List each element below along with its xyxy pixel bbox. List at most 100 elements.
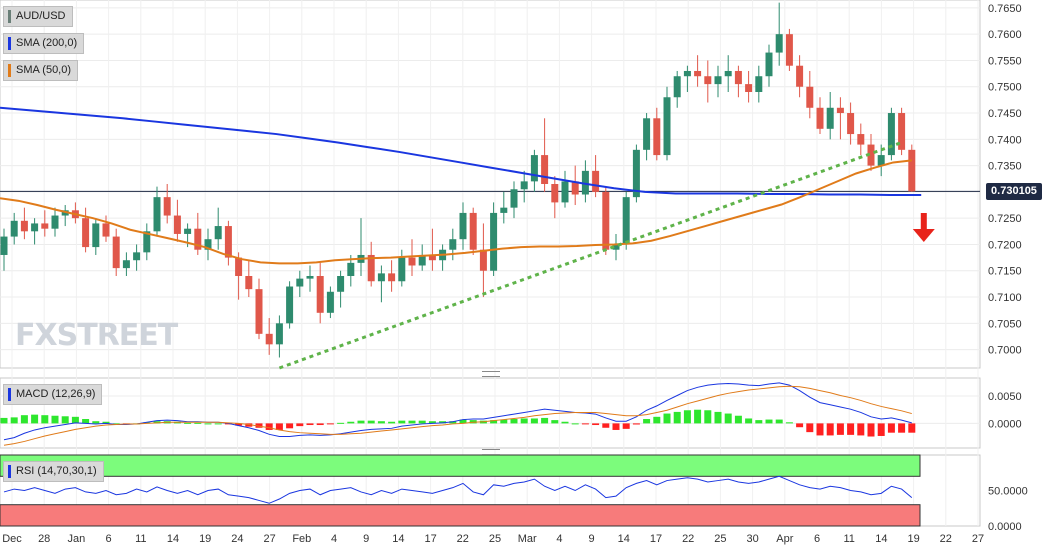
candle-body — [163, 197, 171, 216]
price-tick-label: 0.7050 — [988, 318, 1022, 330]
candle-body — [571, 181, 579, 195]
rsi-swatch — [8, 464, 11, 478]
candle-body — [428, 254, 436, 261]
candle-body — [122, 260, 130, 269]
candle-body — [286, 286, 294, 324]
time-tick-label: 25 — [489, 533, 501, 545]
candle-body — [898, 113, 906, 150]
macd-histogram-bar — [520, 418, 528, 424]
candle-body — [755, 76, 763, 92]
macd-histogram-bar — [31, 414, 39, 424]
legend-sma50[interactable]: SMA (50,0) — [3, 60, 79, 81]
time-tick-label: 6 — [814, 533, 820, 545]
legend-sma200[interactable]: SMA (200,0) — [3, 33, 85, 54]
candle-body — [734, 70, 742, 85]
macd-histogram-bar — [82, 419, 90, 424]
candle-body — [194, 228, 202, 250]
macd-histogram-bar — [10, 417, 18, 424]
candle-body — [112, 236, 120, 269]
candle-body — [235, 257, 243, 276]
candle-body — [653, 118, 661, 156]
candle-body — [643, 118, 651, 150]
macd-histogram-bar — [71, 416, 79, 424]
macd-histogram-bar — [755, 420, 763, 424]
legend-macd[interactable]: MACD (12,26,9) — [3, 384, 103, 405]
time-tick-label: 9 — [363, 533, 369, 545]
candle-body — [296, 278, 304, 287]
candle-body — [214, 226, 222, 240]
time-tick-label: 11 — [135, 533, 146, 545]
candle-body — [0, 236, 8, 255]
macd-histogram-bar — [347, 421, 355, 424]
candle-body — [479, 249, 487, 271]
macd-histogram-bar — [153, 421, 161, 424]
legend-rsi[interactable]: RSI (14,70,30,1) — [3, 461, 104, 482]
time-tick-label: 22 — [940, 533, 952, 545]
legend-symbol[interactable]: AUD/USD — [3, 6, 73, 27]
pane-frame-price — [0, 0, 981, 369]
macd-histogram-bar — [898, 423, 906, 433]
time-tick-label: 11 — [843, 533, 854, 545]
time-tick-label: 22 — [682, 533, 694, 545]
price-tick-label: 0.7350 — [988, 161, 1022, 173]
time-tick-label: 17 — [650, 533, 662, 545]
time-tick-label: Dec — [2, 533, 22, 545]
time-tick-label: 19 — [199, 533, 211, 545]
candle-body — [326, 291, 334, 313]
candle-body — [602, 191, 610, 250]
macd-histogram-bar — [663, 413, 671, 424]
macd-histogram-bar — [826, 423, 834, 436]
price-tick-label: 0.7000 — [988, 345, 1022, 357]
time-tick-label: 6 — [106, 533, 112, 545]
fxstreet-logo: FXSTREET — [15, 318, 178, 353]
pane-resize-handle-rsi[interactable] — [482, 449, 500, 455]
candle-body — [836, 107, 844, 114]
macd-histogram-bar — [459, 419, 467, 424]
macd-signal-line — [3, 385, 912, 446]
macd-histogram-bar — [867, 423, 875, 437]
macd-histogram-bar — [61, 416, 69, 424]
macd-histogram-bar — [836, 423, 844, 435]
time-tick-label: 14 — [875, 533, 887, 545]
macd-histogram-bar — [602, 423, 610, 428]
time-tick-label: 25 — [714, 533, 726, 545]
legend-macd-label: MACD (12,26,9) — [16, 388, 96, 400]
time-tick-label: 19 — [907, 533, 919, 545]
time-tick-label: Jan — [68, 533, 86, 545]
macd-line — [3, 382, 912, 441]
candle-body — [265, 333, 273, 345]
candle-body — [510, 189, 518, 208]
macd-histogram-bar — [41, 415, 49, 424]
macd-histogram-bar — [622, 423, 630, 429]
bearish-arrow-head — [912, 229, 935, 242]
candle-body — [31, 223, 39, 232]
candle-body — [245, 276, 253, 290]
candle-body — [673, 76, 681, 98]
macd-histogram-bar — [796, 423, 804, 428]
macd-histogram-bar — [245, 423, 253, 427]
candle-body — [82, 218, 90, 248]
sma50-swatch — [8, 63, 11, 77]
macd-histogram-bar — [408, 420, 416, 424]
candle-body — [612, 244, 620, 250]
sma200-swatch — [8, 36, 11, 50]
macd-histogram-bar — [388, 421, 396, 424]
legend-symbol-label: AUD/USD — [16, 10, 66, 22]
macd-histogram-bar — [316, 423, 324, 426]
pane-resize-handle-macd[interactable] — [482, 371, 500, 377]
macd-histogram-bar — [449, 421, 457, 424]
macd-histogram-bar — [306, 423, 314, 426]
candle-body — [541, 155, 549, 184]
candle-body — [204, 239, 212, 250]
legend-sma200-label: SMA (200,0) — [16, 37, 78, 49]
macd-histogram-bar — [857, 423, 865, 436]
macd-histogram-bar — [204, 423, 212, 425]
candle-body — [143, 231, 151, 253]
candle-body — [520, 181, 528, 190]
time-tick-label: 22 — [457, 533, 469, 545]
macd-histogram-bar — [734, 415, 742, 424]
candle-body — [551, 184, 559, 203]
macd-tick-label: 0.0050 — [988, 391, 1022, 403]
macd-tick-label: 0.0000 — [988, 418, 1022, 430]
